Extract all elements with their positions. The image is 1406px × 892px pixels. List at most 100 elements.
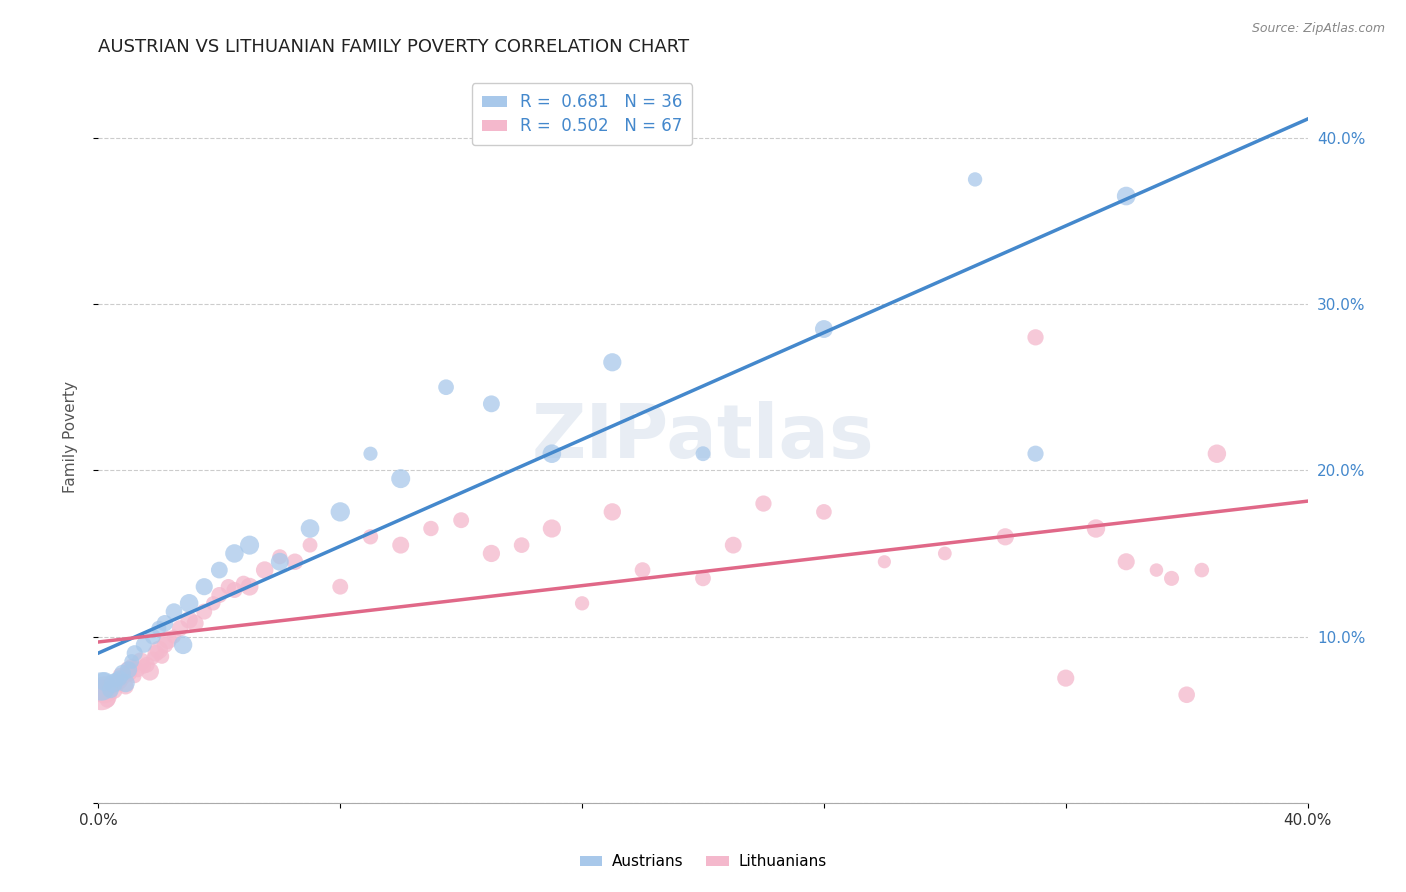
Point [103,676,125,690]
Point [239,580,262,594]
Point [1206,447,1229,461]
Point [723,538,745,552]
Point [142,630,165,644]
Point [193,605,215,619]
Point [224,546,246,560]
Point [96,692,118,706]
Point [156,632,179,647]
Point [100,680,122,694]
Point [1115,555,1137,569]
Point [253,563,276,577]
Point [360,447,382,461]
Point [132,638,155,652]
Point [105,676,128,690]
Point [481,546,503,560]
Point [148,621,170,635]
Point [232,576,254,591]
Point [153,616,176,631]
Point [1160,571,1182,585]
Point [360,530,382,544]
Point [1024,447,1046,461]
Point [269,555,291,569]
Point [90,680,112,694]
Point [239,538,262,552]
Point [873,555,896,569]
Point [108,671,131,685]
Point [1144,563,1167,577]
Point [111,671,134,685]
Point [135,657,157,672]
Point [208,563,231,577]
Text: ZIPatlas: ZIPatlas [531,401,875,474]
Point [299,521,322,535]
Point [148,643,170,657]
Point [965,172,987,186]
Point [105,673,128,687]
Point [450,513,472,527]
Point [224,582,246,597]
Point [172,638,194,652]
Point [114,680,136,694]
Point [179,596,201,610]
Y-axis label: Family Poverty: Family Poverty [63,381,77,493]
Point [108,674,131,689]
Point [103,682,125,697]
Point [121,659,143,673]
Point [93,674,115,689]
Point [118,663,141,677]
Point [145,646,167,660]
Point [602,355,624,369]
Point [132,659,155,673]
Point [1115,189,1137,203]
Point [124,669,146,683]
Point [108,667,131,681]
Point [934,546,956,560]
Point [813,322,835,336]
Point [150,649,173,664]
Point [752,497,775,511]
Point [329,580,352,594]
Point [118,663,141,677]
Point [692,447,714,461]
Point [540,447,562,461]
Point [1085,521,1108,535]
Point [329,505,352,519]
Point [1175,688,1198,702]
Point [389,538,412,552]
Point [571,596,593,610]
Point [114,676,136,690]
Point [139,665,162,679]
Point [420,521,443,535]
Point [90,688,112,702]
Point [269,549,291,564]
Point [163,630,186,644]
Point [602,505,624,519]
Point [208,588,231,602]
Point [129,655,152,669]
Point [179,613,201,627]
Point [100,682,122,697]
Text: Source: ZipAtlas.com: Source: ZipAtlas.com [1251,22,1385,36]
Point [217,580,239,594]
Point [124,646,146,660]
Point [540,521,562,535]
Point [1024,330,1046,344]
Point [121,655,143,669]
Point [142,651,165,665]
Point [193,580,215,594]
Point [202,596,225,610]
Point [118,666,141,681]
Point [111,666,134,681]
Point [994,530,1017,544]
Point [153,638,176,652]
Point [299,538,322,552]
Point [93,682,115,697]
Point [389,472,412,486]
Text: AUSTRIAN VS LITHUANIAN FAMILY POVERTY CORRELATION CHART: AUSTRIAN VS LITHUANIAN FAMILY POVERTY CO… [98,38,689,56]
Point [481,397,503,411]
Point [184,616,207,631]
Point [1191,563,1213,577]
Point [169,621,191,635]
Point [631,563,654,577]
Point [1054,671,1077,685]
